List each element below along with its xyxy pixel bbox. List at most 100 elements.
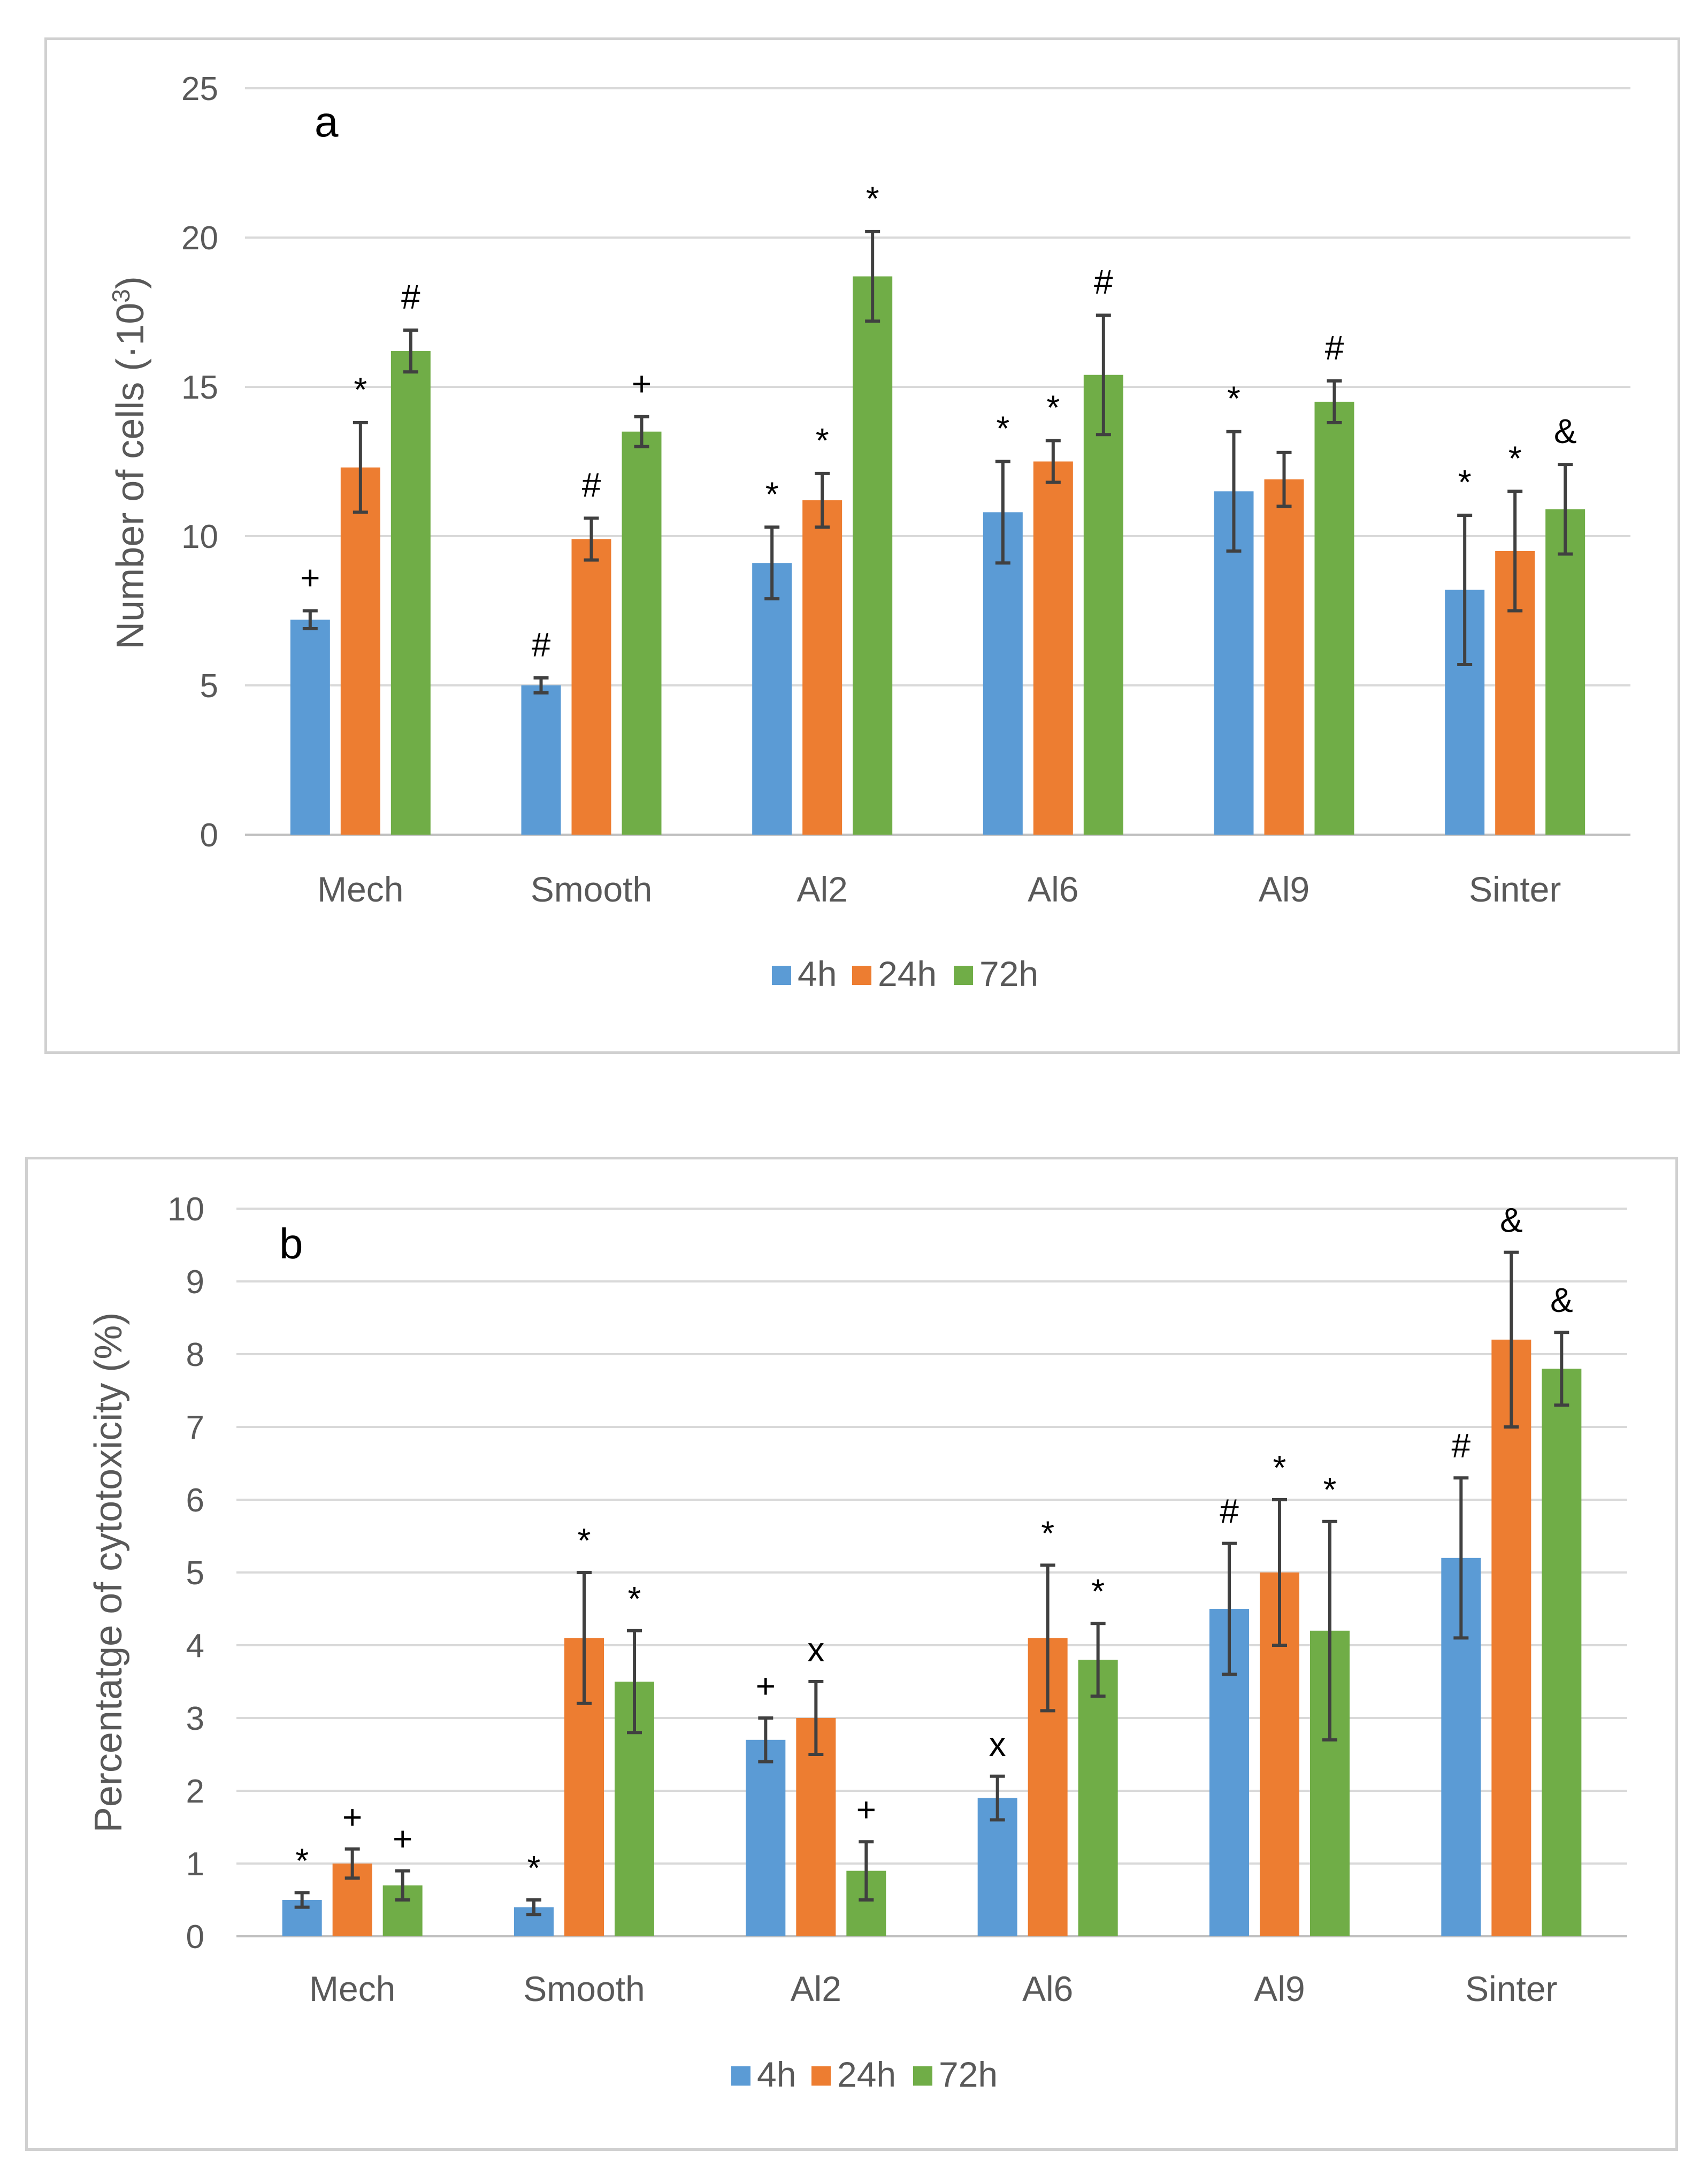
chart-a-y-tick-label: 20: [181, 220, 218, 257]
legend-swatch-72h: [913, 2066, 932, 2086]
chart-b-significance-marker: *: [1323, 1470, 1337, 1509]
chart-b-significance-marker: +: [342, 1798, 362, 1836]
chart-b-significance-marker: *: [578, 1521, 591, 1560]
chart-a-significance-marker: *: [1046, 388, 1060, 426]
chart-a-bar-4h: [983, 512, 1023, 835]
chart-b-bar-4h: [746, 1739, 786, 1936]
chart-a-bar-4h: [290, 620, 330, 835]
chart-a-bar-72h: [622, 431, 662, 835]
chart-b-significance-marker: *: [628, 1579, 641, 1618]
chart-b-category-label: Sinter: [1465, 1969, 1557, 2009]
legend-label-72h: 72h: [939, 2055, 998, 2094]
chart-b-y-tick-label: 1: [186, 1846, 204, 1883]
legend-label-24h: 24h: [837, 2055, 896, 2094]
chart-a-significance-marker: +: [300, 559, 320, 597]
chart-a-bar-72h: [1314, 401, 1354, 835]
chart-a-panel-letter: a: [315, 98, 339, 146]
chart-a-significance-marker: #: [582, 466, 601, 505]
chart-b-y-tick-label: 3: [186, 1700, 204, 1737]
chart-b-significance-marker: *: [1273, 1448, 1286, 1487]
chart-a-significance-marker: *: [1508, 439, 1522, 477]
chart-a-category-label: Al9: [1259, 869, 1309, 909]
chart-b-svg: 0 1 2 3 4 5 6 7 8 9 10 Percentatge of cytotoxicity …: [87, 1191, 1627, 2094]
chart-a-significance-marker: *: [1227, 379, 1240, 418]
chart-a-category-label: Sinter: [1469, 869, 1561, 909]
chart-a-significance-marker: #: [532, 625, 551, 664]
chart-b-y-tick-label: 7: [186, 1409, 204, 1446]
chart-b-significance-marker: x: [807, 1630, 824, 1669]
chart-a-bar-4h: [752, 563, 792, 835]
chart-a-significance-marker: &: [1554, 412, 1577, 451]
chart-b-significance-marker: +: [856, 1790, 876, 1829]
chart-a-significance-marker: *: [1458, 463, 1472, 501]
legend-label-4h: 4h: [757, 2055, 796, 2094]
chart-b-category-label: Al6: [1022, 1969, 1073, 2009]
chart-a-bar-24h: [340, 467, 380, 835]
chart-b-significance-marker: *: [1091, 1572, 1105, 1610]
chart-panel-a: 0 5 10 15 20 25 Number of cells (·103) a Mech + * #…: [44, 37, 1680, 1054]
chart-b-significance-marker: &: [1500, 1201, 1523, 1240]
chart-b-y-tick-label: 0: [186, 1919, 204, 1956]
chart-b-y-tick-label: 5: [186, 1555, 204, 1592]
legend-swatch-24h: [811, 2066, 831, 2086]
chart-a-category-label: Al2: [796, 869, 847, 909]
chart-a-y-tick-label: 15: [181, 369, 218, 406]
chart-a-svg: 0 5 10 15 20 25 Number of cells (·103) a Mech + * #…: [107, 71, 1630, 994]
chart-a-bar-72h: [1545, 509, 1586, 835]
chart-b-y-tick-label: 9: [186, 1264, 204, 1301]
chart-b-category-label: Mech: [309, 1969, 395, 2009]
chart-b-category-label: Al9: [1254, 1969, 1305, 2009]
chart-a-y-axis-label: Number of cells (·103): [107, 276, 152, 650]
chart-b-y-tick-label: 8: [186, 1337, 204, 1373]
chart-b-y-tick-label: 2: [186, 1773, 204, 1810]
chart-b-significance-marker: &: [1550, 1281, 1573, 1319]
chart-b-bar-24h: [1491, 1339, 1531, 1936]
chart-b-panel-letter: b: [279, 1220, 303, 1268]
chart-a-significance-marker: #: [1325, 329, 1344, 367]
chart-b-significance-marker: #: [1452, 1426, 1471, 1465]
legend-label-24h: 24h: [878, 954, 937, 994]
chart-a-bar-24h: [1264, 479, 1304, 835]
chart-a-significance-marker: *: [816, 421, 829, 460]
chart-a-significance-marker: #: [401, 278, 420, 316]
legend-swatch-4h: [731, 2066, 750, 2086]
chart-a-bar-72h: [853, 276, 893, 835]
legend-swatch-4h: [772, 966, 791, 985]
chart-b-significance-marker: *: [1041, 1514, 1054, 1552]
chart-a-bar-24h: [802, 500, 842, 835]
legend-swatch-72h: [954, 966, 973, 985]
chart-a-y-tick-label: 0: [200, 817, 218, 854]
chart-a-category-label: Al6: [1028, 869, 1078, 909]
chart-b-significance-marker: *: [295, 1841, 309, 1880]
chart-b-y-tick-label: 6: [186, 1482, 204, 1519]
chart-b-y-axis-label: Percentatge of cytotoxicity (%): [87, 1312, 130, 1833]
chart-b-significance-marker: x: [989, 1725, 1006, 1763]
legend-swatch-24h: [852, 966, 871, 985]
chart-a-bar-72h: [1083, 375, 1123, 835]
chart-b-category-label: Smooth: [523, 1969, 645, 2009]
chart-a-bar-4h: [521, 685, 561, 835]
chart-b-y-tick-label: 4: [186, 1628, 204, 1665]
chart-a-bar-24h: [1033, 461, 1073, 835]
chart-b-category-label: Al2: [791, 1969, 841, 2009]
chart-b-significance-marker: #: [1220, 1492, 1239, 1531]
chart-b-significance-marker: +: [756, 1667, 776, 1705]
legend-label-72h: 72h: [979, 954, 1038, 994]
chart-a-significance-marker: *: [354, 370, 367, 409]
chart-b-significance-marker: *: [527, 1849, 541, 1887]
chart-a-significance-marker: *: [765, 475, 779, 513]
chart-a-category-label: Smooth: [531, 869, 652, 909]
chart-a-significance-marker: *: [866, 179, 879, 218]
chart-b-y-tick-label: 10: [167, 1191, 204, 1228]
chart-b-bar-72h: [1078, 1660, 1118, 1936]
chart-a-bar-24h: [571, 539, 611, 835]
chart-panel-b: 0 1 2 3 4 5 6 7 8 9 10 Percentatge of cytotoxicity …: [25, 1157, 1678, 2151]
chart-a-category-label: Mech: [317, 869, 403, 909]
chart-b-bar-72h: [1542, 1369, 1582, 1936]
legend-label-4h: 4h: [798, 954, 837, 994]
chart-b-significance-marker: +: [393, 1820, 412, 1858]
chart-a-y-tick-label: 25: [181, 71, 218, 108]
chart-a-y-tick-label: 10: [181, 518, 218, 555]
chart-a-significance-marker: #: [1094, 263, 1113, 301]
chart-a-significance-marker: +: [632, 364, 652, 403]
